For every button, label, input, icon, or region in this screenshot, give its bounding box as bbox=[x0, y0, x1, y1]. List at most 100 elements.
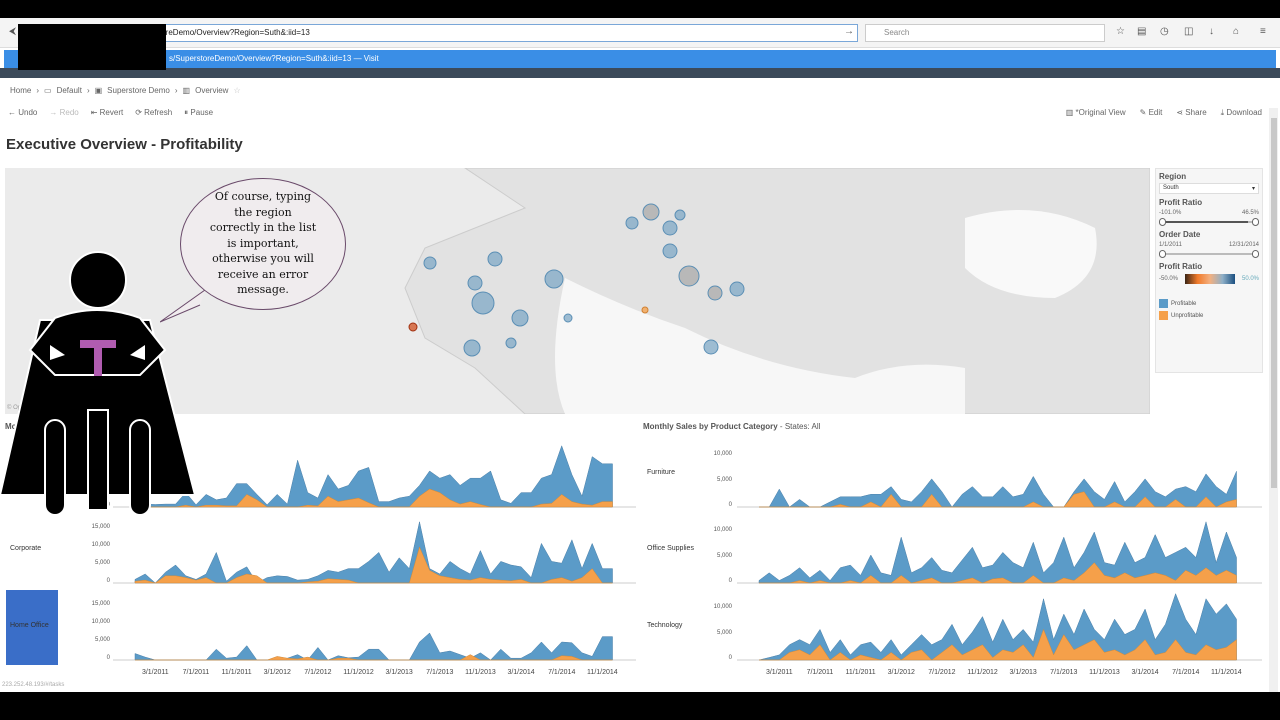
cartoon-character bbox=[0, 251, 197, 516]
slider-handle-max[interactable] bbox=[1252, 218, 1259, 226]
slider-handle-min[interactable] bbox=[1159, 250, 1166, 258]
scrollbar-thumb[interactable] bbox=[1271, 118, 1277, 488]
map-marker-unprofitable bbox=[641, 306, 649, 314]
x-tick-label: 7/1/2013 bbox=[426, 669, 454, 676]
dashboard-title: Executive Overview - Profitability bbox=[6, 136, 243, 153]
view-toolbar-right: ▥ *Original View ✎ Edit ⋖ Share ⤓ Downlo… bbox=[1066, 108, 1262, 118]
area-unprofitable[interactable] bbox=[759, 562, 1237, 584]
area-profitable[interactable] bbox=[134, 632, 613, 661]
map-marker bbox=[544, 269, 564, 289]
edit-label: Edit bbox=[1148, 108, 1163, 117]
x-tick-label: 3/1/2012 bbox=[263, 669, 291, 676]
refresh-button[interactable]: ⟳ Refresh bbox=[135, 108, 173, 117]
crumb-superstore[interactable]: Superstore Demo bbox=[107, 86, 170, 95]
x-tick-label: 7/1/2014 bbox=[1172, 669, 1200, 676]
pocket-icon[interactable]: ◫ bbox=[1184, 26, 1194, 37]
y-tick-label: 5,000 bbox=[94, 637, 110, 643]
y-tick-label: 0 bbox=[728, 502, 732, 508]
row-label: Furniture bbox=[647, 469, 676, 476]
favorite-star-icon[interactable]: ☆ bbox=[233, 86, 241, 95]
y-tick-label: 5,000 bbox=[716, 552, 732, 559]
download-arrow-icon[interactable]: ↓ bbox=[1209, 26, 1214, 37]
redo-button[interactable]: → Redo bbox=[49, 108, 79, 117]
edit-button[interactable]: ✎ Edit bbox=[1139, 108, 1163, 117]
area-unprofitable[interactable] bbox=[759, 491, 1237, 508]
map-marker bbox=[678, 265, 700, 287]
suggestion-url: s/SuperstoreDemo/Overview?Region=Suth&:i… bbox=[169, 54, 352, 63]
area-profitable[interactable] bbox=[758, 592, 1237, 661]
order-date-slider[interactable] bbox=[1159, 250, 1259, 258]
share-button[interactable]: ⋖ Share bbox=[1176, 108, 1207, 117]
x-tick-label: 7/1/2011 bbox=[182, 669, 210, 676]
x-tick-label: 3/1/2011 bbox=[765, 669, 793, 676]
row-label: Technology bbox=[647, 622, 683, 629]
map-marker bbox=[662, 243, 678, 259]
undo-button[interactable]: ← Undo bbox=[8, 108, 38, 117]
legend-unprofitable[interactable]: Unprofitable bbox=[1159, 311, 1259, 320]
back-icon[interactable]: ⮜ bbox=[9, 26, 17, 37]
legend-profitable-label: Profitable bbox=[1171, 300, 1197, 307]
speech-bubble-tail bbox=[160, 290, 206, 323]
redaction-box bbox=[18, 24, 166, 70]
dropdown-arrow-icon: ▾ bbox=[1251, 186, 1255, 192]
area-unprofitable[interactable] bbox=[134, 546, 613, 584]
speech-bubble: Of course, typing the region correctly i… bbox=[180, 178, 346, 310]
browser-search-input[interactable]: Search bbox=[865, 24, 1105, 42]
map-marker bbox=[729, 281, 745, 297]
category-chart-title-text: Monthly Sales by Product Category bbox=[643, 422, 778, 431]
download-button[interactable]: ⤓ Download bbox=[1220, 108, 1262, 117]
date-max: 12/31/2014 bbox=[1228, 242, 1259, 248]
profit-ratio-slider[interactable] bbox=[1159, 218, 1259, 226]
area-profitable[interactable] bbox=[134, 521, 613, 584]
profit-ratio-filter-label: Profit Ratio bbox=[1159, 198, 1203, 207]
x-tick-label: 3/1/2012 bbox=[887, 669, 915, 676]
x-tick-label: 7/1/2012 bbox=[928, 669, 956, 676]
area-profitable[interactable] bbox=[134, 445, 613, 508]
area-unprofitable[interactable] bbox=[759, 628, 1237, 661]
area-unprofitable[interactable] bbox=[135, 654, 613, 661]
area-profitable[interactable] bbox=[758, 520, 1237, 584]
go-arrow-icon[interactable]: → bbox=[844, 26, 854, 37]
region-dropdown[interactable]: South ▾ bbox=[1159, 183, 1259, 194]
map-marker bbox=[423, 256, 437, 270]
area-unprofitable[interactable] bbox=[135, 488, 613, 508]
crumb-default[interactable]: Default bbox=[56, 86, 82, 95]
menu-icon[interactable]: ≡ bbox=[1260, 26, 1266, 37]
x-tick-label: 11/1/2011 bbox=[845, 669, 876, 676]
redo-label: Redo bbox=[59, 108, 79, 117]
y-tick-label: 10,000 bbox=[713, 451, 732, 457]
original-view-label: *Original View bbox=[1075, 108, 1126, 117]
crumb-home[interactable]: Home bbox=[10, 86, 32, 95]
workbook-icon: ▣ bbox=[94, 86, 103, 95]
revert-button[interactable]: ⇤ Revert bbox=[90, 108, 124, 117]
url-suggestion[interactable]: s/SuperstoreDemo/Overview?Region=Suth&:i… bbox=[4, 50, 1276, 68]
refresh-label: Refresh bbox=[144, 108, 173, 117]
slider-handle-min[interactable] bbox=[1159, 218, 1166, 226]
order-date-filter-label: Order Date bbox=[1159, 230, 1201, 239]
view-icon: ▥ bbox=[182, 86, 191, 95]
map-marker-unprofitable bbox=[408, 322, 418, 332]
x-tick-label: 3/1/2013 bbox=[1009, 669, 1037, 676]
original-view-button[interactable]: ▥ *Original View bbox=[1065, 108, 1126, 117]
region-value: South bbox=[1163, 185, 1179, 191]
map-svg bbox=[404, 168, 1150, 414]
x-tick-label: 11/1/2012 bbox=[343, 669, 374, 676]
color-gradient bbox=[1185, 274, 1235, 284]
pause-button[interactable]: ⏸ Pause bbox=[184, 108, 214, 117]
crumb-overview[interactable]: Overview bbox=[195, 86, 229, 95]
map-marker bbox=[511, 309, 529, 327]
bookmark-star-icon[interactable]: ☆ bbox=[1116, 26, 1125, 37]
area-profitable[interactable] bbox=[759, 471, 1237, 508]
home-office-highlight bbox=[6, 590, 58, 665]
map-marker bbox=[642, 203, 660, 221]
legend-max: 50.0% bbox=[1241, 276, 1259, 282]
library-icon[interactable]: ▤ bbox=[1137, 26, 1147, 37]
row-label: Corporate bbox=[10, 545, 42, 552]
map-marker bbox=[707, 285, 723, 301]
home-icon[interactable]: ⌂ bbox=[1233, 26, 1240, 37]
filter-panel: Region South ▾ Profit Ratio -101.0% 46.5% … bbox=[1155, 168, 1263, 373]
map-marker bbox=[487, 251, 503, 267]
legend-profitable[interactable]: Profitable bbox=[1159, 299, 1259, 308]
slider-handle-max[interactable] bbox=[1252, 250, 1259, 258]
history-icon[interactable]: ◷ bbox=[1160, 26, 1169, 37]
